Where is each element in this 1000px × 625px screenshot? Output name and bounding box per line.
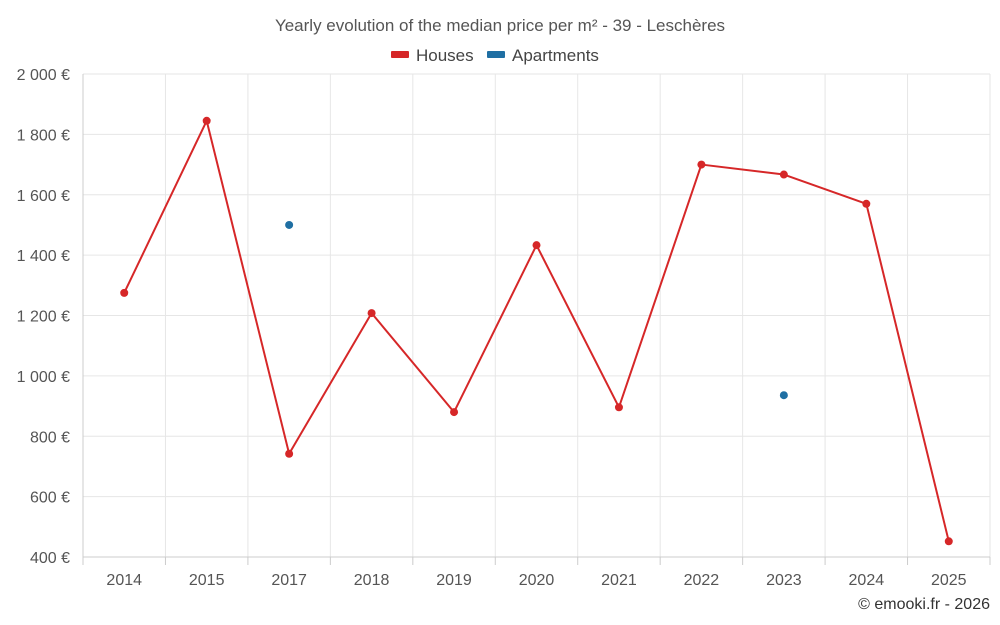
data-point-apartments[interactable]	[285, 220, 294, 229]
data-point-houses[interactable]	[532, 241, 541, 250]
x-tick-label: 2018	[354, 572, 390, 589]
data-point-apartments[interactable]	[779, 391, 788, 400]
series-apartments	[285, 220, 788, 400]
x-tick-label: 2019	[436, 572, 472, 589]
grid	[82, 73, 991, 558]
y-tick-label: 1 800 €	[17, 127, 70, 144]
series-layer	[120, 116, 953, 546]
y-tick-label: 1 000 €	[17, 369, 70, 386]
y-tick-label: 2 000 €	[17, 67, 70, 84]
data-point-houses[interactable]	[614, 403, 623, 412]
data-point-houses[interactable]	[862, 199, 871, 208]
credit-text: © emooki.fr - 2026	[858, 596, 990, 613]
x-axis: 2014 2015 2017 2018 2019 2020 2021 2022 2023 2024…	[82, 556, 991, 589]
x-tick-label: 2014	[106, 572, 142, 589]
data-point-houses[interactable]	[202, 116, 211, 125]
data-point-houses[interactable]	[367, 309, 376, 318]
y-axis: 400 € 600 € 800 € 1 000 € 1 200 € 1 400 € 1 60…	[17, 67, 84, 567]
y-tick-label: 600 €	[30, 490, 70, 507]
series-houses	[120, 116, 953, 546]
data-point-houses[interactable]	[697, 160, 706, 169]
legend-label-apartments: Apartments	[512, 46, 599, 65]
legend: Houses Apartments	[391, 46, 599, 65]
x-tick-label: 2015	[189, 572, 225, 589]
y-tick-label: 400 €	[30, 550, 70, 567]
x-tick-label: 2024	[849, 572, 885, 589]
data-point-houses[interactable]	[944, 537, 953, 546]
y-tick-label: 800 €	[30, 429, 70, 446]
y-tick-label: 1 600 €	[17, 188, 70, 205]
x-tick-label: 2025	[931, 572, 967, 589]
x-tick-label: 2017	[271, 572, 307, 589]
legend-label-houses: Houses	[416, 46, 474, 65]
x-tick-label: 2020	[519, 572, 555, 589]
y-tick-label: 1 400 €	[17, 248, 70, 265]
legend-item-houses[interactable]: Houses	[391, 46, 474, 65]
legend-swatch-houses	[391, 51, 409, 58]
data-point-houses[interactable]	[285, 449, 294, 458]
x-tick-label: 2022	[684, 572, 720, 589]
data-point-houses[interactable]	[779, 170, 788, 179]
y-tick-label: 1 200 €	[17, 309, 70, 326]
x-tick-label: 2023	[766, 572, 802, 589]
data-point-houses[interactable]	[450, 408, 459, 417]
x-tick-label: 2021	[601, 572, 637, 589]
legend-item-apartments[interactable]: Apartments	[487, 46, 599, 65]
legend-swatch-apartments	[487, 51, 505, 58]
data-point-houses[interactable]	[120, 288, 129, 297]
chart-title: Yearly evolution of the median price per…	[275, 16, 725, 35]
